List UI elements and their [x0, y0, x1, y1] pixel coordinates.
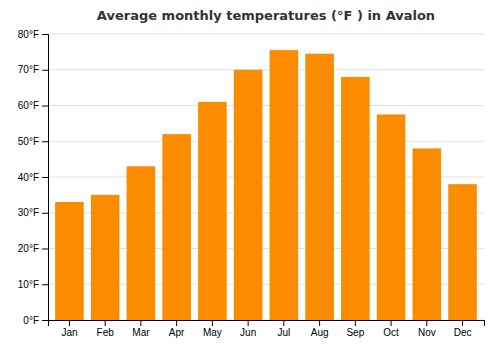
y-tick-mark — [42, 284, 48, 285]
x-tick: Aug — [311, 320, 329, 338]
grid-line — [48, 105, 484, 106]
x-tick: Feb — [97, 320, 115, 338]
x-tick-mark — [176, 320, 177, 326]
y-tick: 10°F — [18, 279, 48, 290]
bar — [413, 148, 442, 320]
bar — [162, 134, 191, 320]
y-tick-mark — [42, 213, 48, 214]
y-tick-mark — [42, 177, 48, 178]
grid-line — [48, 141, 484, 142]
x-tick-mark — [319, 320, 320, 326]
x-tick-label: Sep — [346, 327, 364, 338]
y-axis: 0°F 10°F 20°F 30°F 40°F 50°F 60°F 70°F 80°F — [18, 29, 49, 326]
y-tick-label: 50°F — [18, 136, 39, 147]
x-tick: Jan — [61, 320, 77, 338]
y-tick-label: 0°F — [23, 315, 39, 326]
y-tick-label: 60°F — [18, 100, 39, 111]
y-tick-label: 30°F — [18, 207, 39, 218]
x-tick-label: Feb — [97, 327, 115, 338]
chart: Jan Feb Mar Apr May Jun Jul Aug Sep Oct Nov Dec 0°F 1… — [0, 0, 500, 350]
y-tick: 50°F — [18, 136, 48, 147]
x-tick-label: Dec — [454, 327, 472, 338]
y-axis-line — [42, 35, 49, 321]
x-tick: Nov — [418, 320, 436, 338]
x-tick-label: Jun — [240, 327, 256, 338]
title: Average monthly temperatures (°F ) in Av… — [97, 8, 435, 23]
y-tick: 80°F — [18, 29, 48, 40]
x-tick-label: Oct — [383, 327, 399, 338]
x-axis: Jan Feb Mar Apr May Jun Jul Aug Sep Oct Nov Dec — [49, 320, 485, 338]
x-tick-mark — [391, 320, 392, 326]
x-tick-mark — [69, 320, 70, 326]
x-tick-label: Jan — [61, 327, 77, 338]
x-tick: Dec — [454, 320, 472, 338]
x-tick: Jul — [277, 320, 290, 338]
x-tick-mark — [140, 320, 141, 326]
grid-line — [48, 69, 484, 70]
x-tick-mark — [283, 320, 284, 326]
y-tick-label: 80°F — [18, 29, 39, 40]
x-tick-label: Jul — [277, 327, 290, 338]
x-tick-label: Mar — [132, 327, 150, 338]
y-tick-mark — [42, 141, 48, 142]
bar — [305, 54, 334, 320]
x-tick-mark — [426, 320, 427, 326]
x-tick: Oct — [383, 320, 399, 338]
x-tick-mark — [355, 320, 356, 326]
bar — [91, 195, 120, 320]
x-tick: Mar — [132, 320, 150, 338]
bar — [127, 166, 156, 320]
y-tick: 0°F — [23, 315, 48, 326]
y-tick: 20°F — [18, 243, 48, 254]
grid-line — [48, 34, 484, 35]
y-tick-mark — [42, 249, 48, 250]
x-tick-label: May — [203, 327, 222, 338]
bar — [448, 184, 477, 320]
x-tick-mark — [105, 320, 106, 326]
y-tick-mark — [42, 34, 48, 35]
plot: Jan Feb Mar Apr May Jun Jul Aug Sep Oct Nov Dec 0°F 1… — [18, 29, 485, 338]
y-tick-label: 10°F — [18, 279, 39, 290]
y-tick-mark — [42, 70, 48, 71]
y-tick: 60°F — [18, 100, 48, 111]
y-tick: 40°F — [18, 172, 48, 183]
grid — [48, 34, 484, 320]
y-tick-label: 20°F — [18, 243, 39, 254]
x-tick: Jun — [240, 320, 256, 338]
x-tick-mark — [462, 320, 463, 326]
x-axis-line — [49, 321, 485, 327]
bar — [270, 50, 299, 320]
bar — [55, 202, 84, 320]
bar — [341, 77, 370, 320]
bar — [198, 102, 227, 320]
y-tick-label: 70°F — [18, 64, 39, 75]
bar — [234, 70, 263, 320]
y-tick: 70°F — [18, 64, 48, 75]
y-tick: 30°F — [18, 207, 48, 218]
x-tick: Apr — [169, 320, 185, 338]
x-tick-mark — [248, 320, 249, 326]
x-tick-label: Nov — [418, 327, 436, 338]
y-tick-label: 40°F — [18, 172, 39, 183]
y-tick-mark — [42, 106, 48, 107]
bar — [377, 114, 406, 320]
x-tick-mark — [212, 320, 213, 326]
x-tick-label: Aug — [311, 327, 329, 338]
bars — [55, 50, 477, 320]
y-tick-mark — [42, 320, 48, 321]
x-tick: Sep — [346, 320, 364, 338]
x-tick-label: Apr — [169, 327, 185, 338]
x-tick: May — [203, 320, 222, 338]
